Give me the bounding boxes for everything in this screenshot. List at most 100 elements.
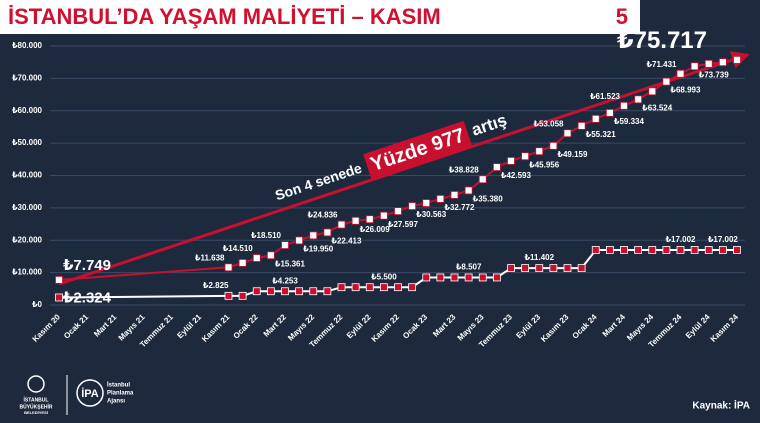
point-marker — [535, 264, 544, 272]
value-label: ₺18.510 — [251, 231, 282, 240]
value-label: ₺8.507 — [456, 263, 482, 272]
y-tick-label: ₺60.000 — [12, 106, 43, 115]
value-label: ₺61.523 — [590, 92, 621, 101]
point-marker — [733, 246, 741, 254]
point-marker — [563, 129, 572, 138]
point-marker — [309, 231, 318, 240]
y-tick-label: ₺30.000 — [12, 203, 43, 212]
ibb-logo: İSTANBUL BÜYÜKŞEHİR BELEDİYESİ — [19, 375, 53, 415]
point-marker — [450, 191, 459, 199]
value-label: ₺32.772 — [444, 203, 475, 212]
value-label: ₺17.002 — [708, 235, 739, 244]
value-label: ₺68.993 — [670, 86, 701, 95]
point-marker — [662, 77, 671, 86]
point-marker — [648, 87, 657, 96]
point-marker — [337, 283, 346, 292]
point-marker — [662, 246, 671, 254]
title-box — [0, 0, 640, 34]
point-marker — [634, 95, 643, 104]
value-label: ₺42.593 — [501, 171, 532, 180]
point-marker — [507, 264, 515, 272]
point-marker — [492, 163, 501, 172]
point-marker — [591, 246, 600, 254]
point-marker — [224, 291, 233, 300]
point-marker — [281, 287, 289, 296]
value-label: ₺11.402 — [524, 253, 554, 262]
point-marker — [492, 273, 501, 282]
logo-text: BÜYÜKŞEHİR — [19, 403, 52, 410]
point-marker — [605, 246, 614, 254]
ipa-logo: İPA İstanbul Planlama Ajansı — [76, 379, 134, 407]
value-label: ₺30.563 — [416, 210, 447, 219]
value-label: ₺11.638 — [195, 253, 225, 262]
point-marker — [252, 287, 261, 296]
point-marker — [365, 283, 374, 292]
point-marker — [563, 264, 572, 272]
value-label: ₺63.524 — [642, 103, 673, 112]
y-tick-label: ₺20.000 — [12, 235, 43, 244]
point-marker — [521, 152, 530, 161]
value-label-big: ₺2.324 — [63, 289, 112, 306]
point-marker — [379, 211, 388, 220]
point-marker — [394, 207, 402, 216]
point-marker — [394, 283, 402, 292]
logo-icon — [76, 379, 104, 407]
source: Kaynak: İPA — [692, 399, 750, 412]
trend-arrow — [58, 51, 750, 286]
point-marker — [379, 283, 388, 292]
point-marker — [55, 276, 63, 284]
point-marker — [634, 246, 643, 254]
annotation-highlight — [363, 120, 472, 179]
point-marker — [238, 259, 247, 267]
point-marker — [252, 254, 261, 262]
value-label: ₺35.380 — [473, 195, 504, 204]
point-marker — [478, 175, 487, 184]
value-label: ₺38.828 — [449, 165, 480, 174]
point-marker — [408, 283, 417, 292]
value-label: ₺17.002 — [665, 235, 696, 244]
point-marker — [591, 114, 600, 123]
logo-text: İstanbul — [107, 382, 130, 389]
point-marker — [351, 283, 360, 292]
point-marker — [676, 69, 685, 78]
logo-text: İSTANBUL — [24, 396, 49, 403]
point-marker — [648, 246, 657, 254]
point-marker — [422, 199, 431, 207]
value-label-big: ₺7.749 — [63, 257, 111, 274]
point-marker — [422, 273, 431, 282]
point-marker — [436, 195, 445, 203]
point-marker — [549, 264, 558, 272]
value-label-big: ₺75.717 — [617, 27, 707, 54]
point-marker — [577, 264, 586, 272]
value-label: ₺15.361 — [275, 259, 306, 268]
value-label: ₺26.009 — [360, 225, 391, 234]
value-label: ₺5.500 — [371, 272, 397, 281]
point-marker — [620, 246, 628, 254]
logo-text: Ajansı — [107, 399, 125, 405]
page-number: 5 — [616, 4, 628, 29]
point-marker — [365, 215, 374, 224]
point-marker — [690, 62, 699, 71]
value-label: ₺14.510 — [223, 244, 254, 253]
point-marker — [704, 246, 713, 254]
y-tick-label: ₺0 — [32, 300, 43, 309]
logo-text: BELEDİYESİ — [24, 410, 48, 415]
point-marker — [620, 101, 628, 110]
y-tick-label: ₺10.000 — [12, 268, 43, 277]
value-label: ₺55.321 — [586, 130, 617, 139]
value-label: ₺4.253 — [272, 276, 298, 285]
point-marker — [238, 291, 247, 300]
value-label: ₺19.950 — [303, 245, 334, 254]
point-marker — [436, 273, 445, 282]
point-marker — [464, 273, 473, 282]
y-tick-label: ₺40.000 — [12, 171, 43, 180]
point-marker — [295, 287, 304, 296]
point-marker — [704, 59, 713, 68]
logo-text: Planlama — [107, 391, 134, 397]
y-tick-label: ₺80.000 — [12, 41, 43, 50]
point-marker — [323, 287, 332, 296]
point-marker — [281, 241, 289, 249]
point-marker — [521, 264, 530, 272]
